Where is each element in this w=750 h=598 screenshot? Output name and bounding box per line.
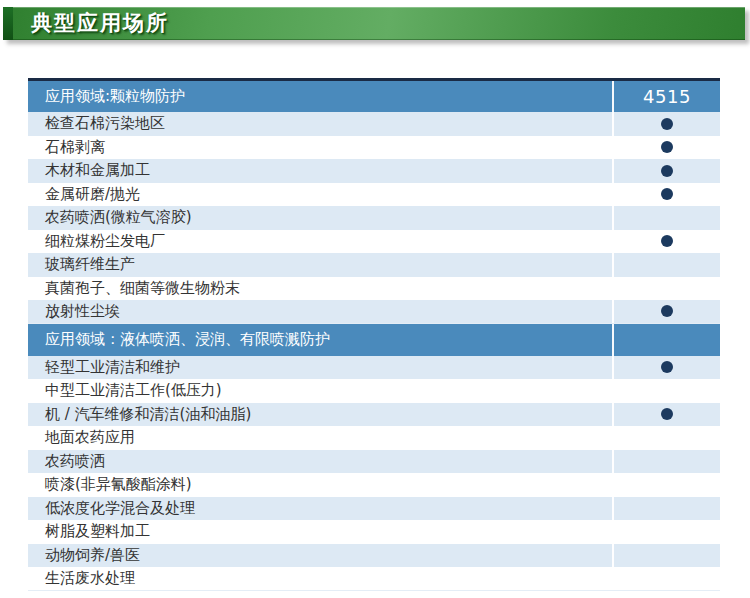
table-row: 石棉剥离 <box>28 136 720 160</box>
row-label: 地面农药应用 <box>28 426 612 450</box>
table-row: 真菌孢子、细菌等微生物粉末 <box>28 277 720 301</box>
title-accent-strip <box>3 7 13 40</box>
row-label: 中型工业清洁工作(低压力) <box>28 379 612 403</box>
row-label: 石棉剥离 <box>28 136 612 160</box>
row-label: 轻型工业清洁和维护 <box>28 356 612 380</box>
table-row: 农药喷洒 <box>28 450 720 474</box>
product-cell <box>612 520 720 544</box>
applicable-dot-indicator <box>661 408 673 420</box>
row-label: 低浓度化学混合及处理 <box>28 497 612 521</box>
row-label: 玻璃纤维生产 <box>28 253 612 277</box>
table-row: 机 / 汽车维修和清洁(油和油脂) <box>28 403 720 427</box>
product-cell <box>612 230 720 254</box>
section-rows-liquid: 轻型工业清洁和维护 中型工业清洁工作(低压力) 机 / 汽车维修和清洁(油和油脂… <box>28 356 720 591</box>
table-row: 中型工业清洁工作(低压力) <box>28 379 720 403</box>
table-row: 低浓度化学混合及处理 <box>28 497 720 521</box>
applicable-dot-indicator <box>661 188 673 200</box>
product-cell <box>612 450 720 474</box>
applicable-dot-indicator <box>661 165 673 177</box>
product-cell <box>612 206 720 230</box>
row-label: 喷漆(非异氰酸酯涂料) <box>28 473 612 497</box>
applications-table: 应用领域:颗粒物防护 4515 检查石棉污染地区 石棉剥离 木材和金属加工 金属… <box>28 78 720 591</box>
table-row: 动物饲养/兽医 <box>28 544 720 568</box>
table-row: 放射性尘埃 <box>28 300 720 324</box>
table-row: 生活废水处理 <box>28 567 720 591</box>
table-row: 细粒煤粉尘发电厂 <box>28 230 720 254</box>
applicable-dot-indicator <box>661 141 673 153</box>
table-row: 树脂及塑料加工 <box>28 520 720 544</box>
row-label: 树脂及塑料加工 <box>28 520 612 544</box>
product-cell <box>612 379 720 403</box>
product-cell <box>612 277 720 301</box>
table-row: 喷漆(非异氰酸酯涂料) <box>28 473 720 497</box>
applicable-dot-indicator <box>661 361 673 373</box>
product-cell <box>612 567 720 590</box>
product-cell <box>612 136 720 160</box>
table-row: 金属研磨/抛光 <box>28 183 720 207</box>
row-label: 农药喷洒(微粒气溶胶) <box>28 206 612 230</box>
product-cell <box>612 183 720 207</box>
table-row: 地面农药应用 <box>28 426 720 450</box>
table-row: 检查石棉污染地区 <box>28 112 720 136</box>
row-label: 木材和金属加工 <box>28 159 612 183</box>
row-label: 生活废水处理 <box>28 567 612 590</box>
applicable-dot-indicator <box>661 118 673 130</box>
product-header-empty-cell <box>612 324 720 356</box>
product-cell <box>612 426 720 450</box>
section-header-liquid: 应用领域：液体喷洒、浸润、有限喷溅防护 <box>28 324 720 356</box>
section-header-label: 应用领域：液体喷洒、浸润、有限喷溅防护 <box>28 324 612 356</box>
product-cell <box>612 544 720 568</box>
product-cell <box>612 497 720 521</box>
table-row: 轻型工业清洁和维护 <box>28 356 720 380</box>
row-label: 真菌孢子、细菌等微生物粉末 <box>28 277 612 301</box>
table-row: 农药喷洒(微粒气溶胶) <box>28 206 720 230</box>
page-title-bar: 典型应用场所 <box>3 7 745 40</box>
row-label: 机 / 汽车维修和清洁(油和油脂) <box>28 403 612 427</box>
row-label: 农药喷洒 <box>28 450 612 474</box>
applicable-dot-indicator <box>661 305 673 317</box>
section-header-particulate: 应用领域:颗粒物防护 4515 <box>28 81 720 112</box>
table-row: 木材和金属加工 <box>28 159 720 183</box>
product-cell <box>612 112 720 136</box>
row-label: 动物饲养/兽医 <box>28 544 612 568</box>
product-cell <box>612 473 720 497</box>
product-cell <box>612 356 720 380</box>
row-label: 金属研磨/抛光 <box>28 183 612 207</box>
table-row: 玻璃纤维生产 <box>28 253 720 277</box>
applicable-dot-indicator <box>661 235 673 247</box>
row-label: 放射性尘埃 <box>28 300 612 323</box>
row-label: 细粒煤粉尘发电厂 <box>28 230 612 254</box>
product-model-number: 4515 <box>643 81 691 112</box>
product-cell <box>612 159 720 183</box>
row-label: 检查石棉污染地区 <box>28 112 612 136</box>
page-title: 典型应用场所 <box>3 7 169 40</box>
section-rows-particulate: 检查石棉污染地区 石棉剥离 木材和金属加工 金属研磨/抛光 农药喷洒(微粒气溶胶… <box>28 112 720 324</box>
product-model-header-cell: 4515 <box>612 81 720 112</box>
product-cell <box>612 300 720 323</box>
product-cell <box>612 403 720 427</box>
product-cell <box>612 253 720 277</box>
section-header-label: 应用领域:颗粒物防护 <box>28 81 612 112</box>
